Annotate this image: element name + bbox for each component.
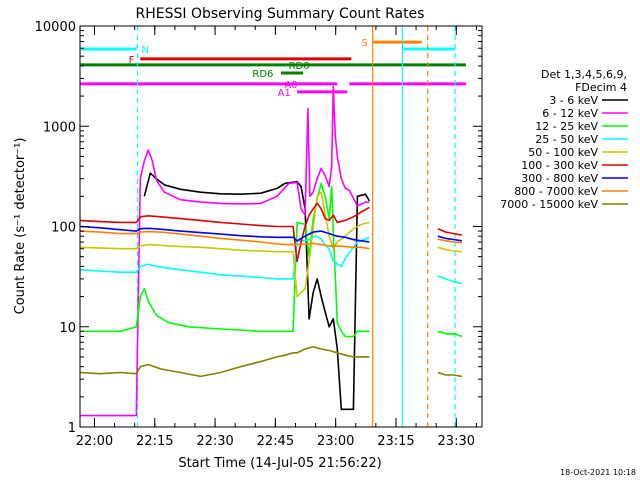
flag-label-f: F — [129, 55, 135, 66]
series-line-after-gap — [437, 246, 462, 253]
y-axis: 1 10 100 1000 10000 — [35, 20, 482, 436]
flag-label-a0: A0 — [284, 80, 297, 91]
series-lines — [79, 85, 463, 417]
legend-entry-label: 6 - 12 keV — [542, 107, 598, 120]
y-tick-label: 10 — [59, 321, 76, 336]
legend-header: Det 1,3,4,5,6,9, — [541, 68, 627, 81]
series-line — [80, 85, 370, 417]
y-tick-label: 100 — [51, 221, 76, 236]
series-line — [143, 172, 371, 411]
legend-entry-label: 7000 - 15000 keV — [500, 198, 598, 211]
legend-entry-label: 12 - 25 keV — [535, 120, 598, 133]
flag-label-n: N — [141, 45, 148, 56]
series-line-after-gap — [437, 227, 463, 236]
legend-header: FDecim 4 — [575, 81, 627, 94]
x-tick-label: 22:00 — [76, 434, 113, 449]
flag-label-a1: A1 — [278, 88, 291, 99]
series-line — [79, 230, 370, 250]
legend-entry-label: 50 - 100 keV — [528, 146, 598, 159]
y-tick-label: 1000 — [43, 120, 76, 135]
y-tick-label: 1 — [68, 421, 76, 436]
flag-label-s: S — [361, 38, 367, 49]
series-line — [79, 225, 370, 243]
footer-timestamp: 18-Oct-2021 10:18 — [560, 468, 636, 477]
y-tick-label: 10000 — [35, 20, 76, 35]
series-line-after-gap — [437, 235, 463, 242]
legend-entry-label: 3 - 6 keV — [549, 94, 598, 107]
series-line — [79, 191, 370, 298]
y-axis-label: Count Rate (s⁻¹ detector⁻¹) — [13, 138, 28, 315]
series-line-after-gap — [437, 371, 463, 378]
x-tick-label: 23:00 — [317, 434, 354, 449]
series-line-after-gap — [437, 238, 462, 244]
flag-label-rd6: RD6 — [252, 69, 273, 80]
legend-entry-label: 100 - 300 keV — [521, 159, 598, 172]
x-axis: 22:00 22:15 22:30 22:45 23:00 23:15 23:30 — [76, 26, 477, 449]
legend-entry-label: 300 - 800 keV — [521, 172, 598, 185]
series-line — [79, 235, 370, 280]
flag-label-rd0: RD0 — [289, 61, 310, 72]
x-tick-label: 22:15 — [136, 434, 173, 449]
x-axis-label: Start Time (14-Jul-05 21:56:22) — [178, 456, 381, 471]
chart-title: RHESSI Observing Summary Count Rates — [136, 6, 425, 22]
series-line-after-gap — [437, 330, 463, 338]
series-line — [79, 346, 370, 378]
x-tick-label: 23:15 — [377, 434, 414, 449]
series-line-after-gap — [437, 275, 463, 285]
legend-entry-label: 800 - 7000 keV — [514, 185, 598, 198]
x-tick-label: 22:45 — [257, 434, 294, 449]
x-tick-label: 22:30 — [196, 434, 233, 449]
legend-entry-label: 25 - 50 keV — [535, 133, 598, 146]
x-tick-label: 23:30 — [438, 434, 475, 449]
